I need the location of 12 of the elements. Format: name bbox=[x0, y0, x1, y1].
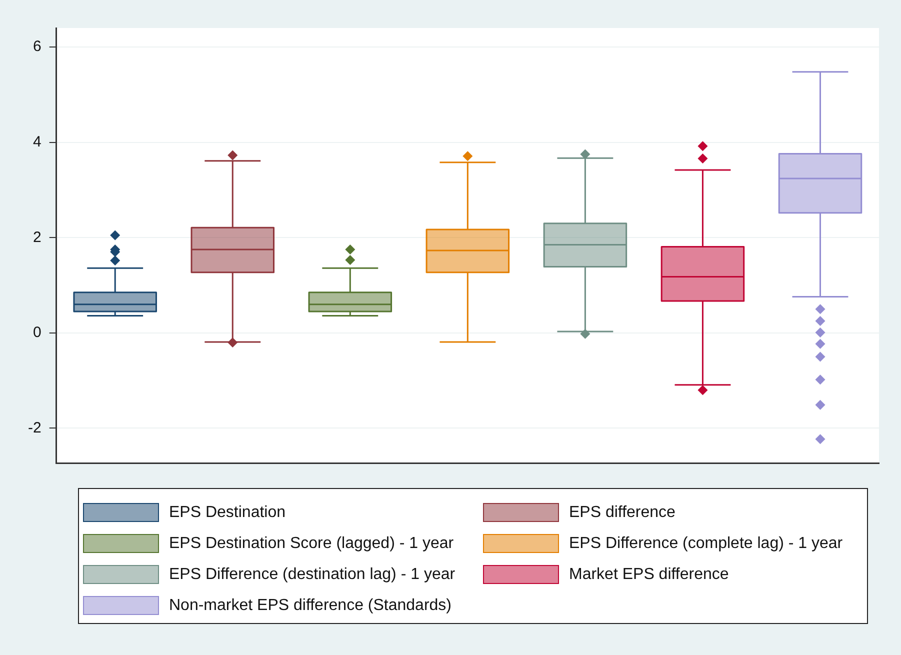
y-tick-label: 4 bbox=[32, 133, 42, 150]
legend-label: Market EPS difference bbox=[569, 566, 729, 584]
y-tick-label: 6 bbox=[32, 38, 42, 56]
legend-label: EPS Destination Score (lagged) - 1 year bbox=[169, 534, 454, 552]
legend-label: EPS Difference (complete lag) - 1 year bbox=[569, 534, 843, 552]
legend-label: EPS Difference (destination lag) - 1 year bbox=[169, 566, 456, 584]
legend-label: Non-market EPS difference (Standards) bbox=[169, 596, 452, 614]
y-tick-label: 2 bbox=[32, 228, 42, 246]
legend-label: EPS difference bbox=[569, 504, 676, 522]
y-tick-label: 0 bbox=[32, 324, 42, 342]
y-tick-label: -2 bbox=[28, 419, 42, 436]
legend-label: EPS Destination bbox=[169, 504, 286, 522]
